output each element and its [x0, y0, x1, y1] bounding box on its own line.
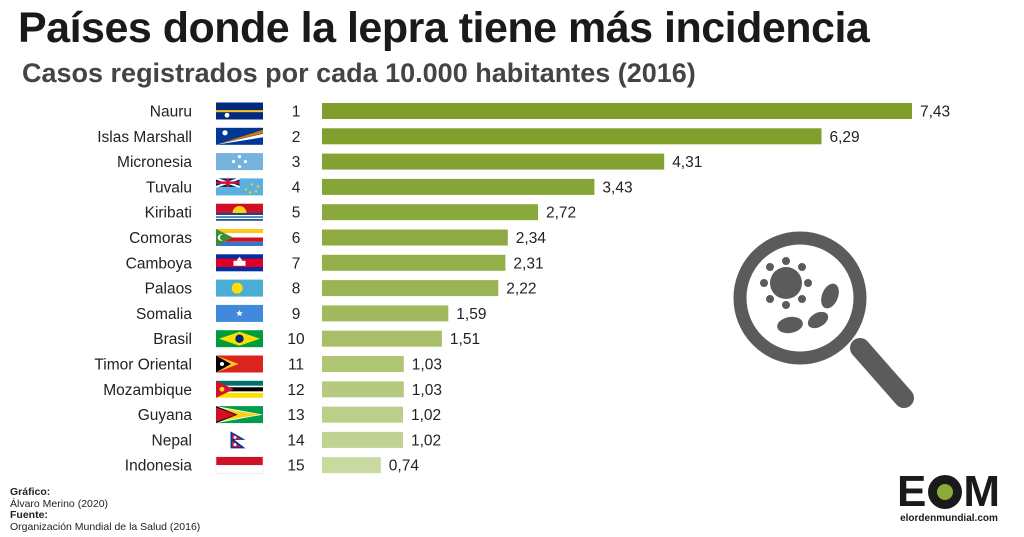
rank-label: 9: [292, 306, 301, 323]
country-label: Mozambique: [103, 382, 192, 399]
bar: [322, 406, 403, 423]
value-label: 1,59: [456, 306, 486, 323]
rank-label: 12: [287, 382, 304, 399]
rank-label: 10: [287, 331, 305, 348]
bar: [322, 381, 404, 398]
brand-url: elordenmundial.com: [900, 513, 998, 524]
bar: [322, 229, 508, 246]
flag-nauru-icon: [216, 102, 263, 120]
bar: [322, 128, 822, 145]
bar: [322, 153, 665, 170]
rank-label: 1: [292, 104, 301, 121]
source-name: Organización Mundial de la Salud (2016): [10, 520, 201, 533]
value-label: 7,43: [920, 104, 950, 121]
credits: Gráfico: Álvaro Merino (2020) Fuente: Or…: [10, 486, 201, 533]
flag-palau-icon: [216, 279, 263, 297]
value-label: 2,72: [546, 205, 576, 222]
graphic-label: Gráfico:: [10, 486, 51, 498]
country-label: Guyana: [138, 407, 193, 424]
bar: [322, 204, 538, 221]
rank-label: 15: [287, 458, 304, 475]
country-label: Indonesia: [125, 458, 193, 475]
bar: [322, 103, 912, 119]
country-label: Kiribati: [145, 205, 192, 222]
bar: [322, 330, 442, 347]
value-label: 2,31: [513, 255, 543, 272]
brand-o-icon: [928, 475, 963, 509]
graphic-author: Álvaro Merino (2020): [10, 497, 109, 510]
value-label: 1,51: [450, 331, 480, 348]
flag-marshall-islands-icon: [216, 127, 263, 145]
flag-mozambique-icon: [216, 380, 263, 398]
country-label: Tuvalu: [146, 179, 192, 196]
country-label: Nauru: [150, 104, 192, 121]
country-label: Brasil: [153, 331, 192, 348]
country-label: Comoras: [129, 230, 192, 247]
brand-letter-m: M: [963, 467, 1001, 516]
rank-label: 3: [292, 154, 301, 171]
bar: [322, 356, 404, 372]
rank-label: 4: [292, 179, 301, 196]
bar: [322, 305, 449, 322]
rank-label: 6: [292, 230, 301, 247]
value-label: 1,03: [412, 357, 442, 374]
flag-indonesia-icon: [215, 456, 264, 475]
value-label: 1,03: [412, 382, 442, 399]
rank-label: 7: [292, 255, 301, 272]
flag-timor-leste-icon: [216, 355, 263, 373]
bar: [322, 178, 595, 195]
value-label: 3,43: [602, 179, 632, 196]
country-label: Camboya: [126, 255, 193, 272]
country-label: Somalia: [136, 306, 192, 323]
bar: [322, 254, 506, 271]
country-label: Micronesia: [117, 154, 192, 171]
value-label: 2,22: [506, 281, 536, 298]
bar: [322, 457, 381, 474]
rank-label: 5: [292, 205, 301, 222]
flag-kiribati-icon: [216, 203, 263, 221]
rank-label: 2: [292, 129, 301, 146]
flag-comoros-icon: [216, 229, 263, 246]
value-label: 4,31: [672, 154, 702, 171]
flag-nepal-icon: [230, 431, 246, 449]
flag-cambodia-icon: [216, 254, 263, 272]
source-label: Fuente:: [10, 509, 48, 521]
brand-letter-e: E: [896, 467, 928, 516]
flag-brazil-icon: [216, 330, 263, 348]
value-label: 0,74: [389, 458, 420, 475]
country-label: Islas Marshall: [97, 129, 192, 146]
bar: [322, 431, 403, 448]
flag-somalia-icon: [216, 304, 263, 322]
value-label: 6,29: [830, 129, 860, 146]
value-label: 1,02: [411, 432, 441, 449]
chart-title: Países donde la lepra tiene más incidenc…: [18, 4, 870, 52]
country-label: Timor Oriental: [94, 357, 192, 374]
rank-label: 13: [287, 407, 304, 424]
rank-label: 8: [292, 281, 301, 298]
rank-label: 14: [287, 432, 305, 449]
country-label: Palaos: [145, 281, 193, 298]
flag-tuvalu-icon: [215, 177, 263, 196]
chart-subtitle: Casos registrados por cada 10.000 habita…: [22, 58, 696, 88]
magnifier-bacteria-icon: [733, 231, 914, 408]
flag-micronesia-icon: [216, 153, 263, 171]
rank-label: 11: [288, 357, 304, 374]
country-label: Nepal: [152, 432, 193, 449]
value-label: 2,34: [516, 230, 547, 247]
flag-guyana-icon: [216, 406, 263, 424]
value-label: 1,02: [411, 407, 441, 424]
bar: [322, 280, 499, 297]
